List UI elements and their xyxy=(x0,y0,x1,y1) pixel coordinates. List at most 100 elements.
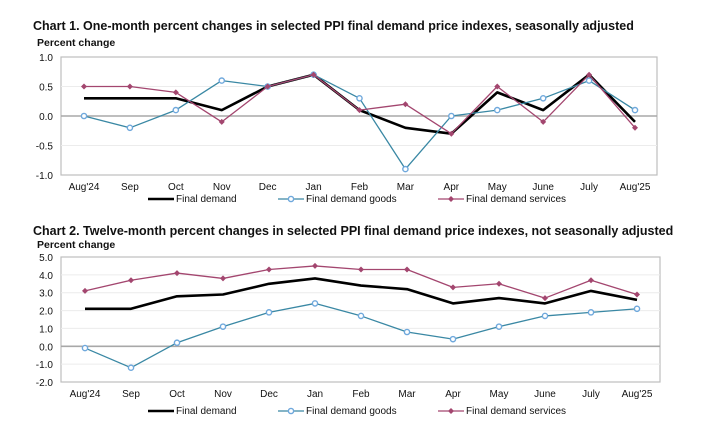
y-tick-label: 0.0 xyxy=(39,112,53,123)
data-point xyxy=(587,309,595,316)
data-point xyxy=(356,107,363,114)
data-point xyxy=(174,270,180,277)
x-tick-label: Mar xyxy=(397,182,415,193)
data-point xyxy=(219,323,227,330)
data-point xyxy=(450,284,456,291)
x-tick-label: Aug'25 xyxy=(620,182,651,193)
legend-marker xyxy=(448,196,454,202)
data-point xyxy=(80,112,88,120)
data-point xyxy=(586,71,593,78)
data-point xyxy=(126,83,133,90)
legend-marker xyxy=(287,195,295,203)
data-point xyxy=(449,335,457,343)
data-point xyxy=(266,266,272,273)
data-point xyxy=(402,165,409,173)
series-line-final-demand xyxy=(85,277,638,311)
x-tick-label: Jan xyxy=(307,389,323,400)
data-point xyxy=(264,83,271,90)
data-point xyxy=(82,287,88,294)
x-tick-label: Dec xyxy=(259,182,277,193)
plot-area xyxy=(60,256,661,383)
x-tick-label: May xyxy=(490,389,509,400)
data-point xyxy=(81,83,87,90)
x-tick-label: June xyxy=(532,182,554,193)
x-tick-label: Nov xyxy=(214,389,232,400)
x-tick-label: Oct xyxy=(169,389,185,400)
data-point xyxy=(588,277,594,284)
data-point xyxy=(631,106,639,114)
legend-label: Final demand goods xyxy=(306,194,397,205)
data-point xyxy=(358,266,364,273)
x-tick-label: Sep xyxy=(121,182,139,193)
data-point xyxy=(310,71,317,78)
data-point xyxy=(311,300,319,307)
data-point xyxy=(496,280,502,287)
y-tick-label: -2.0 xyxy=(36,378,54,389)
data-point xyxy=(218,118,225,125)
data-point xyxy=(402,101,409,108)
data-point xyxy=(448,112,455,120)
data-point xyxy=(495,323,503,330)
data-point xyxy=(220,275,226,282)
y-tick-label: 4.0 xyxy=(39,271,53,282)
y-tick-label: 1.0 xyxy=(39,324,53,335)
data-point xyxy=(539,95,547,102)
chart-1: Chart 1. One-month percent changes in se… xyxy=(33,19,658,205)
y-axis-label: Percent change xyxy=(37,239,115,251)
data-point xyxy=(265,309,273,316)
data-point xyxy=(312,262,318,269)
data-point xyxy=(172,106,180,114)
data-point xyxy=(357,312,365,320)
data-point xyxy=(128,277,134,284)
y-tick-label: 3.0 xyxy=(39,289,53,300)
data-point xyxy=(493,106,501,114)
data-point xyxy=(81,344,89,352)
y-tick-label: -1.0 xyxy=(36,171,54,182)
x-tick-label: Jan xyxy=(306,182,322,193)
y-tick-label: 0.0 xyxy=(39,342,53,353)
x-tick-label: June xyxy=(534,389,556,400)
data-point xyxy=(218,77,226,84)
y-tick-label: -0.5 xyxy=(36,142,54,153)
legend-label: Final demand goods xyxy=(306,406,397,417)
x-tick-label: Nov xyxy=(213,182,231,193)
chart-title: Chart 1. One-month percent changes in se… xyxy=(33,19,634,33)
chart-2: Chart 2. Twelve-month percent changes in… xyxy=(33,224,673,417)
data-point xyxy=(540,118,547,125)
data-point xyxy=(173,339,181,347)
x-tick-label: July xyxy=(580,182,598,193)
data-point xyxy=(172,89,179,96)
y-tick-label: 5.0 xyxy=(39,253,53,264)
data-point xyxy=(633,305,641,313)
x-tick-label: Aug'24 xyxy=(70,389,101,400)
legend-label: Final demand services xyxy=(466,194,566,205)
x-tick-label: Apr xyxy=(444,182,460,193)
data-point xyxy=(404,266,410,273)
data-point xyxy=(585,77,593,84)
data-point xyxy=(127,364,135,372)
data-point xyxy=(542,295,548,302)
data-point xyxy=(403,328,411,336)
x-tick-label: Apr xyxy=(445,389,461,400)
y-tick-label: 1.0 xyxy=(39,53,53,64)
legend-marker xyxy=(287,407,295,415)
data-point xyxy=(634,291,640,298)
data-point xyxy=(632,124,638,131)
x-tick-label: July xyxy=(582,389,600,400)
y-axis-label: Percent change xyxy=(37,37,115,49)
y-tick-label: 0.5 xyxy=(39,83,53,94)
data-point xyxy=(126,124,134,132)
chart-title: Chart 2. Twelve-month percent changes in… xyxy=(33,224,673,238)
legend-marker xyxy=(448,408,454,414)
legend-label: Final demand xyxy=(176,406,237,417)
x-tick-label: Aug'25 xyxy=(622,389,653,400)
y-tick-label: 2.0 xyxy=(39,307,53,318)
x-tick-label: Sep xyxy=(122,389,140,400)
x-tick-label: Oct xyxy=(168,182,184,193)
x-tick-label: Feb xyxy=(352,389,370,400)
x-tick-label: Feb xyxy=(351,182,369,193)
x-tick-label: Mar xyxy=(398,389,416,400)
data-point xyxy=(448,130,455,137)
data-point xyxy=(541,312,549,320)
